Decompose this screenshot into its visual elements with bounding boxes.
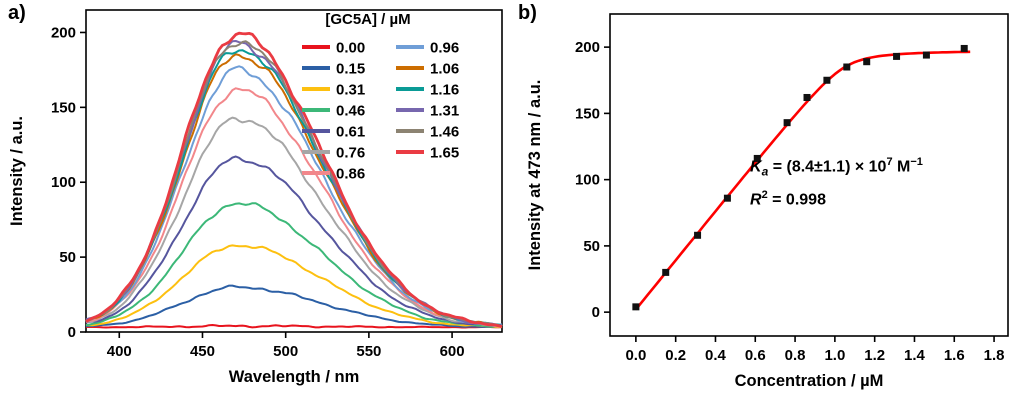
panel-b-binding: b) 0.0 0.2 0.4 0.6 0.8 1.0 1.2 1.4 1.6 1.8 0 50 100 1… [510,0,1024,400]
series-line-0.86 [85,87,503,328]
legend-item: 0.96 [396,40,459,57]
legend-label: 0.96 [430,40,459,57]
legend-item: 1.06 [396,61,459,78]
x-axis-label: Concentration / µM [735,372,884,390]
legend-item: 1.31 [396,103,459,120]
y-tick-label: 100 [575,172,600,189]
legend-label: 0.61 [336,124,365,141]
legend-label: 1.16 [430,82,459,99]
series-line-0.15 [85,284,503,328]
ka-value: Ka = (8.4±1.1) × 107 M−1 [750,156,923,179]
x-tick-label: 0.6 [745,347,766,364]
legend-label: 0.46 [336,103,365,120]
y-axis-label: Intensity / a.u. [8,116,26,226]
data-point [803,93,811,101]
legend-item: 1.16 [396,82,459,99]
y-tick-label: 0 [592,304,600,321]
legend-item: 0.46 [302,103,365,120]
x-tick-label: 500 [273,343,298,360]
fit-line [634,50,971,311]
data-point [823,76,831,84]
legend-label: 1.06 [430,61,459,78]
x-tick-label: 600 [440,343,465,360]
x-tick-label: 0.4 [705,347,727,364]
legend-item: 0.31 [302,82,365,99]
x-tick-label: 0.2 [665,347,686,364]
r-squared-value: R2 = 0.998 [750,188,826,208]
data-point [922,51,930,59]
x-tick-label: 1.8 [984,347,1005,364]
data-point [863,58,871,66]
series-line-1.65 [85,31,503,328]
x-axis-label: Wavelength / nm [229,368,360,386]
legend-item: 0.61 [302,124,365,141]
emission-spectra-chart: 400 450 500 550 600 0 50 100 150 200 Wavelength / … [8,9,503,386]
legend-label: 0.76 [336,145,365,162]
y-tick-label: 100 [51,174,76,191]
x-tick-label: 450 [190,343,215,360]
data-point [843,63,851,71]
y-tick-label: 50 [59,249,76,266]
data-point [632,303,640,311]
binding-isotherm-chart: 0.0 0.2 0.4 0.6 0.8 1.0 1.2 1.4 1.6 1.8 0 50 100 150 2… [526,13,1009,390]
x-tick-label: 550 [356,343,381,360]
y-axis-label: Intensity at 473 nm / a.u. [526,80,544,271]
panel-a-label: a) [8,2,26,24]
legend-label: 1.46 [430,124,459,141]
data-point [662,268,670,276]
y-tick-label: 200 [575,39,600,56]
panel-b-label: b) [518,2,537,24]
series-line-0.61 [85,155,503,328]
plot-frame [85,9,503,333]
legend-item: 1.65 [396,145,459,162]
legend-label: 1.65 [430,145,459,162]
x-tick-label: 1.2 [864,347,885,364]
legend: [GC5A] / µM 0.00 0.15 0.31 0.46 0.61 0.76 0.86 0… [302,11,459,183]
series-line-0.31 [85,244,503,329]
panel-a-spectra: a) 400 450 500 550 600 0 50 100 150 200 Wavelength… [0,0,510,400]
legend-label: 1.31 [430,103,459,120]
plot-frame [609,13,1009,337]
y-tick-label: 50 [583,238,600,255]
x-tick-label: 1.4 [904,347,926,364]
data-point [694,231,702,239]
y-tick-label: 150 [51,99,76,116]
x-tick-label: 0.0 [625,347,646,364]
series-line-0.46 [85,202,503,328]
legend-item: 0.15 [302,61,365,78]
data-point [893,52,901,60]
x-tick-label: 1.0 [824,347,845,364]
legend-label: 0.00 [336,40,365,57]
y-tick-label: 0 [68,324,76,341]
legend-item: 0.86 [302,166,365,183]
fit-annotation: Ka = (8.4±1.1) × 107 M−1 R2 = 0.998 [750,156,923,219]
x-tick-label: 400 [107,343,132,360]
data-point [723,194,731,202]
series-line-0.00 [85,324,503,329]
y-tick-label: 150 [575,105,600,122]
y-tick-label: 200 [51,24,76,41]
legend-label: 0.86 [336,166,365,183]
legend-title: [GC5A] / µM [325,11,410,28]
legend-item: 1.46 [396,124,459,141]
data-point [960,44,968,52]
legend-label: 0.15 [336,61,365,78]
legend-item: 0.76 [302,145,365,162]
x-tick-label: 1.6 [944,347,965,364]
legend-label: 0.31 [336,82,365,99]
data-point [783,119,791,127]
data-point [753,154,761,162]
legend-item: 0.00 [302,40,365,57]
x-tick-label: 0.8 [785,347,806,364]
